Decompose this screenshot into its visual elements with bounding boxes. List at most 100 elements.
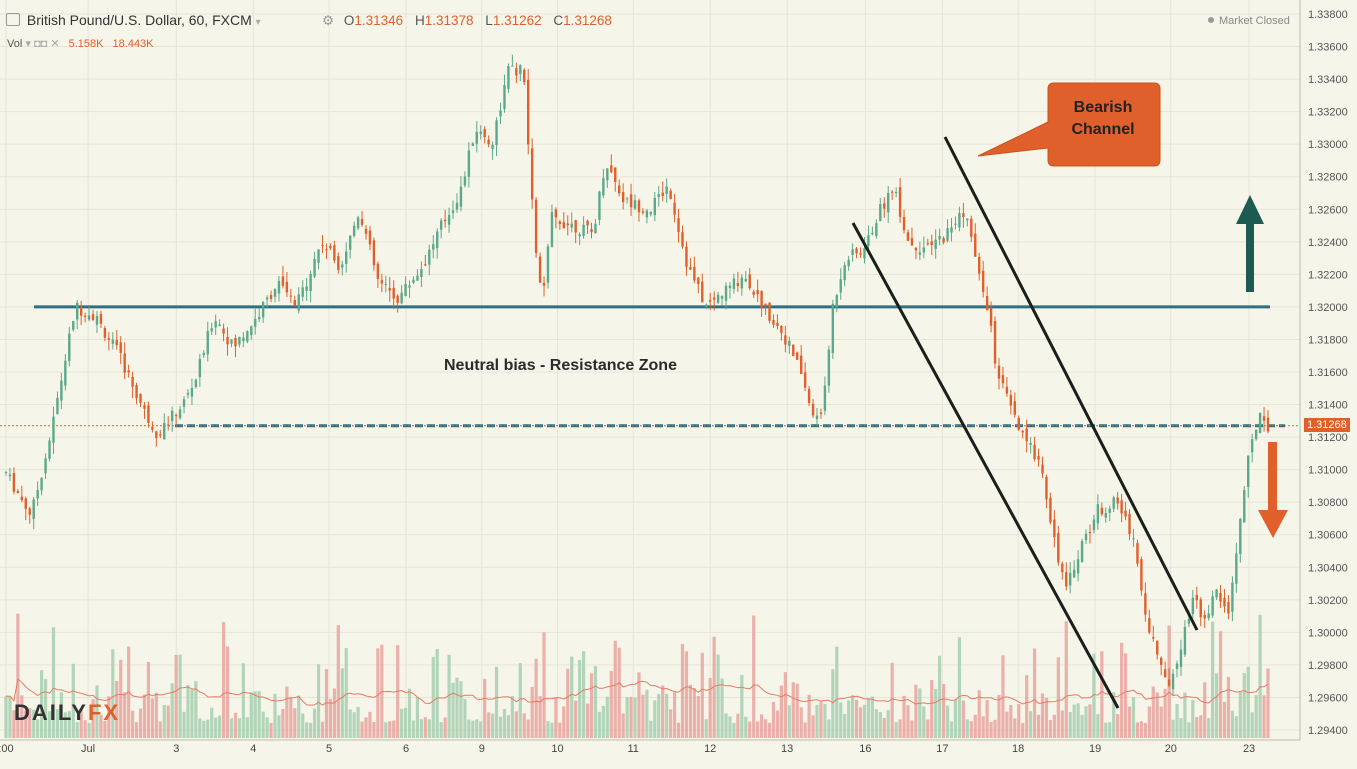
candle-body	[360, 218, 364, 225]
volume-bar	[882, 718, 886, 738]
candle-body	[974, 233, 977, 257]
candle-body	[76, 302, 79, 320]
volume-bar	[415, 697, 420, 738]
candle-body	[400, 292, 403, 304]
chevron-down-icon[interactable]: ▾	[25, 38, 31, 50]
candle-body	[79, 306, 83, 316]
volume-bar	[75, 722, 79, 738]
price-tick-label: 1.33600	[1308, 42, 1348, 54]
volume-bar	[1151, 686, 1155, 738]
time-tick-label: 20	[1165, 743, 1177, 755]
candle-body	[412, 279, 415, 283]
volume-bar	[392, 720, 396, 738]
price-tick-label: 1.31800	[1308, 334, 1348, 346]
candle-body	[554, 209, 558, 218]
price-tick-label: 1.32200	[1308, 269, 1348, 281]
candle-body	[732, 278, 736, 290]
volume-bar	[514, 711, 518, 738]
eye-icon[interactable]: ◘◘	[33, 38, 48, 50]
candle-body	[1049, 497, 1052, 523]
symbol-header[interactable]: British Pound/U.S. Dollar, 60, FXCM ▾	[6, 12, 261, 28]
time-tick-label: 12	[704, 743, 716, 755]
candle-body	[285, 281, 289, 293]
candle-body	[863, 248, 866, 259]
settings-icon[interactable]: ⚙	[322, 13, 335, 28]
time-tick-label: :00	[0, 743, 14, 755]
candle-body	[455, 202, 459, 210]
volume-bar	[823, 703, 827, 738]
volume-bar	[494, 666, 499, 738]
volume-bar	[487, 712, 491, 738]
candle-body	[186, 392, 190, 395]
volume-bar	[1163, 688, 1167, 738]
volume-bar	[475, 719, 479, 738]
volume-bar	[558, 722, 562, 738]
candle-body	[1116, 497, 1119, 504]
volume-bar	[740, 674, 744, 738]
candle-body	[1132, 538, 1135, 540]
candle-body	[582, 224, 585, 236]
volume-bar	[851, 695, 855, 738]
candle-body	[970, 218, 973, 237]
candle-body	[859, 253, 862, 255]
candle-body	[1152, 637, 1155, 639]
candle-body	[1128, 513, 1131, 535]
candle-body	[91, 314, 95, 320]
volume-bar	[285, 686, 289, 738]
candle-body	[898, 187, 902, 217]
volume-readout[interactable]: Vol ▾ ◘◘ ✕ 5.158K 18.443K	[7, 37, 154, 50]
volume-bar	[123, 692, 127, 738]
volume-bar	[906, 705, 910, 738]
volume-bar	[633, 697, 637, 738]
volume-bar	[447, 654, 451, 738]
collapse-icon[interactable]	[6, 13, 20, 26]
volume-bar	[221, 622, 226, 738]
volume-bar	[649, 720, 653, 738]
chevron-down-icon[interactable]: ▾	[255, 17, 261, 28]
volume-bar	[831, 669, 835, 738]
candle-body	[847, 259, 850, 267]
volume-bar	[562, 706, 566, 738]
volume-bar	[1104, 722, 1108, 738]
close-value: 1.31268	[563, 13, 612, 28]
volume-bar	[63, 712, 67, 738]
candle-body	[333, 245, 336, 261]
volume-value-2: 18.443K	[112, 38, 154, 50]
candle-body	[182, 399, 186, 407]
volume-bar	[696, 696, 700, 738]
price-tick-label: 1.32800	[1308, 172, 1348, 184]
candle-body	[32, 499, 35, 519]
volume-bar	[1230, 710, 1234, 738]
candle-body	[867, 235, 870, 247]
volume-bar	[866, 698, 871, 738]
volume-bar	[356, 706, 360, 738]
candle-body	[1243, 490, 1246, 523]
candle-body	[428, 249, 431, 265]
volume-bar	[625, 697, 629, 738]
volume-bar	[443, 717, 447, 738]
volume-bar	[775, 710, 780, 738]
candle-body	[1120, 500, 1123, 514]
candle-body	[1156, 640, 1159, 655]
candle-body	[250, 326, 253, 336]
volume-bar	[1214, 673, 1219, 738]
volume-bar	[502, 709, 507, 738]
volume-bar	[795, 683, 799, 738]
candle-body	[443, 219, 447, 222]
candle-body	[1211, 596, 1214, 616]
candle-body	[1179, 649, 1183, 667]
volume-bar	[423, 717, 427, 738]
volume-bar	[752, 615, 756, 738]
volume-bar	[115, 681, 119, 738]
volume-bar	[245, 717, 249, 738]
close-icon[interactable]: ✕	[50, 38, 60, 50]
price-tick-label: 1.33400	[1308, 74, 1348, 86]
high-value: 1.31378	[424, 13, 474, 28]
volume-bar	[293, 708, 297, 738]
candle-body	[198, 358, 202, 378]
dailyfx-logo: DAILYFX	[14, 700, 120, 726]
volume-bar	[732, 722, 736, 738]
candle-body	[637, 200, 641, 213]
